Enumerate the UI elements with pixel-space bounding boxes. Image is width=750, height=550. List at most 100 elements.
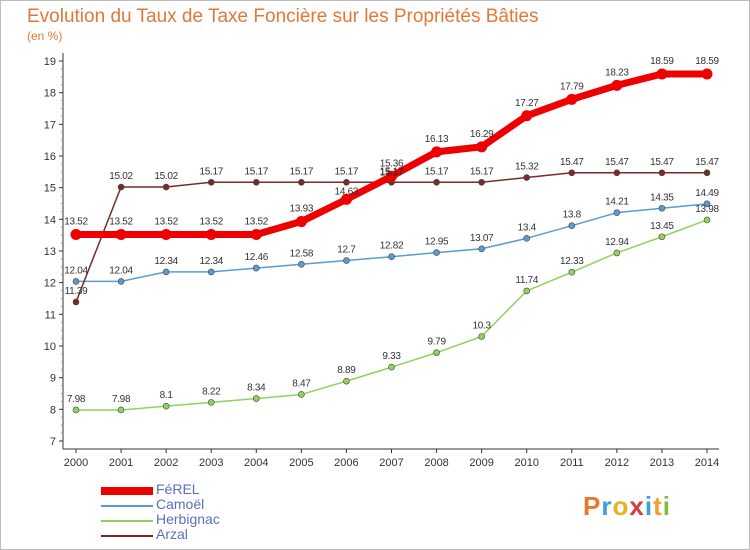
x-tick-label: 2010 xyxy=(514,457,538,469)
data-label: 15.02 xyxy=(154,171,178,182)
data-labels-layer: 7.98 7.98 8.1 8.22 8.34 8.47 8.89 9.33 9.79 10.3 1… xyxy=(64,56,720,405)
series-line xyxy=(76,70,707,239)
data-label: 13.8 xyxy=(563,210,582,221)
data-point xyxy=(388,253,395,260)
data-label: 8.34 xyxy=(247,383,266,394)
data-label: 12.7 xyxy=(337,245,356,256)
data-point xyxy=(117,278,125,285)
x-tick-label: 2004 xyxy=(244,457,268,469)
data-label: 15.17 xyxy=(380,166,404,177)
data-point xyxy=(568,169,576,177)
x-tick-label: 2003 xyxy=(199,457,223,469)
data-label: 12.04 xyxy=(64,265,88,276)
data-label: 7.98 xyxy=(112,394,131,405)
data-label: 8.47 xyxy=(292,378,311,389)
data-point xyxy=(658,204,666,212)
x-tick-label: 2006 xyxy=(334,457,358,469)
y-tick-label: 19 xyxy=(44,56,56,68)
legend-item: Arzal xyxy=(101,526,301,543)
axes: 7 8 9 10 11 12 13 14 15 16 17 18 19 2000 2001 2002 2003 2… xyxy=(44,53,719,469)
x-tick-label: 2001 xyxy=(109,457,133,469)
data-label: 13.07 xyxy=(470,233,494,244)
data-label: 8.22 xyxy=(202,386,221,397)
logo-letter: r xyxy=(601,491,613,521)
data-point xyxy=(703,216,711,224)
data-point xyxy=(205,229,217,241)
data-point xyxy=(115,229,127,241)
data-label: 15.17 xyxy=(425,166,449,177)
data-point xyxy=(72,278,80,285)
legend-label: FéREL xyxy=(156,481,200,497)
data-point xyxy=(207,399,215,406)
y-tick-label: 11 xyxy=(45,309,56,321)
logo-letter: i xyxy=(662,491,671,521)
legend-swatch xyxy=(101,505,153,507)
data-point xyxy=(478,245,485,253)
data-point xyxy=(162,268,170,276)
data-point xyxy=(207,178,215,186)
data-point xyxy=(523,174,531,181)
data-point xyxy=(611,79,623,91)
data-label: 15.17 xyxy=(199,166,223,177)
data-label: 10.3 xyxy=(473,321,492,332)
logo-letter: P xyxy=(583,491,602,521)
data-label: 15.17 xyxy=(470,166,494,177)
data-label: 9.33 xyxy=(382,351,401,362)
data-point xyxy=(613,249,621,257)
data-point xyxy=(343,257,350,264)
series-layer xyxy=(70,68,713,414)
data-label: 12.04 xyxy=(109,265,133,276)
data-label: 15.32 xyxy=(515,162,539,173)
x-tick-label: 2007 xyxy=(379,457,403,469)
series-2 xyxy=(72,216,711,414)
data-label: 13.4 xyxy=(518,222,537,233)
y-tick-label: 15 xyxy=(44,183,56,195)
data-point xyxy=(433,249,440,256)
data-label: 14.63 xyxy=(335,186,359,197)
data-point xyxy=(613,169,621,177)
data-label: 12.94 xyxy=(605,237,629,248)
data-label: 12.58 xyxy=(290,248,314,259)
data-point xyxy=(298,391,305,398)
data-point xyxy=(343,377,350,385)
data-label: 15.17 xyxy=(245,166,269,177)
data-label: 15.17 xyxy=(335,166,359,177)
data-point xyxy=(70,229,82,241)
legend-item: Camoël xyxy=(101,496,301,513)
x-tick-label: 2008 xyxy=(424,457,448,469)
data-point xyxy=(656,68,668,80)
data-label: 14.49 xyxy=(695,188,719,199)
logo-letter: i xyxy=(644,491,654,521)
y-tick-label: 17 xyxy=(44,119,56,131)
data-point xyxy=(72,406,80,414)
x-tick-label: 2009 xyxy=(469,457,493,469)
data-label: 16.29 xyxy=(470,129,494,140)
data-label: 16.13 xyxy=(425,134,449,145)
data-point xyxy=(295,216,307,228)
data-label: 14.21 xyxy=(605,197,629,208)
data-label: 15.47 xyxy=(650,157,674,168)
data-label: 13.98 xyxy=(695,204,719,215)
data-point xyxy=(523,287,531,295)
data-label: 12.34 xyxy=(199,256,223,267)
data-label: 18.59 xyxy=(650,56,674,67)
data-point xyxy=(162,402,170,410)
data-point xyxy=(298,178,305,186)
data-point xyxy=(252,395,260,402)
series-3 xyxy=(72,169,711,306)
data-label: 15.47 xyxy=(560,157,584,168)
legend-label: Camoël xyxy=(156,496,205,512)
data-point xyxy=(523,235,531,242)
legend-item: Herbignac xyxy=(101,511,301,528)
data-point xyxy=(433,349,440,356)
data-point xyxy=(658,233,666,241)
x-tick-label: 2000 xyxy=(64,457,88,469)
data-point xyxy=(701,68,713,80)
logo-letter: x xyxy=(629,491,645,521)
data-label: 15.17 xyxy=(290,166,314,177)
data-point xyxy=(433,178,440,186)
proxiti-logo: Proxiti xyxy=(583,491,671,522)
data-label: 15.36 xyxy=(380,158,404,169)
